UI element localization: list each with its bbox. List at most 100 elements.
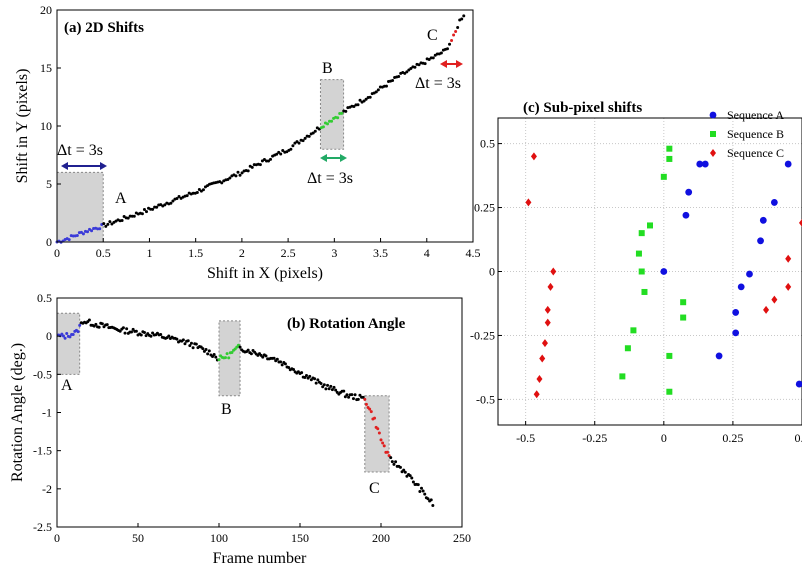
x-tick-label: 2.5: [281, 246, 296, 260]
data-point-diamond: [530, 152, 537, 161]
data-point-circle: [759, 216, 767, 224]
data-point: [142, 331, 146, 335]
data-point: [246, 169, 250, 173]
data-point: [460, 17, 464, 21]
y-tick-label: 0.5: [37, 291, 52, 305]
delta-t-label-b: Δt = 3s: [307, 170, 353, 187]
data-point: [398, 465, 402, 469]
data-point: [275, 357, 279, 361]
data-point: [405, 70, 409, 74]
legend-marker: [709, 111, 717, 119]
data-point-circle: [701, 160, 709, 168]
data-point: [125, 327, 129, 331]
data-point: [269, 157, 273, 161]
data-point: [272, 356, 276, 360]
data-point-diamond: [763, 305, 770, 314]
panel-b-rotation-angle: 0 50 100 150 200 250 0.5 0 -0.5 -1 -1.5 -2 -2.5 Frame…: [9, 291, 471, 567]
data-point: [123, 331, 127, 335]
data-point: [108, 220, 112, 224]
data-point: [67, 238, 71, 242]
data-point: [279, 152, 283, 156]
data-point: [227, 356, 231, 360]
data-point: [377, 431, 381, 435]
data-point: [385, 450, 389, 454]
y-tick-label: -1: [42, 406, 52, 420]
data-point-circle: [685, 188, 693, 196]
data-point: [321, 125, 325, 129]
data-point: [462, 14, 466, 18]
x-tick-label: 0.5: [795, 431, 802, 445]
x-tick-label: 50: [132, 531, 144, 545]
data-point: [87, 318, 91, 322]
data-point: [195, 190, 199, 194]
data-point: [330, 388, 334, 392]
data-point: [373, 416, 377, 420]
data-point: [63, 336, 67, 340]
data-point: [289, 147, 293, 151]
data-point: [65, 332, 69, 336]
data-point: [126, 216, 130, 220]
plot-frame: [56, 297, 463, 528]
label-a: A: [61, 377, 73, 394]
data-point: [177, 195, 181, 199]
data-point: [197, 188, 201, 192]
data-point: [61, 334, 65, 338]
legend-marker: [710, 149, 716, 157]
data-point: [191, 346, 195, 350]
data-point: [353, 393, 357, 397]
data-point: [336, 116, 340, 120]
data-point-diamond: [525, 198, 532, 207]
x-tick-label: -0.5: [516, 431, 535, 445]
data-point: [297, 141, 301, 145]
data-point-square: [635, 250, 642, 257]
data-point-diamond: [544, 305, 551, 314]
data-point: [452, 33, 456, 37]
data-point: [376, 427, 380, 431]
data-point: [361, 395, 365, 399]
data-point: [100, 322, 104, 326]
data-point: [134, 329, 138, 333]
x-tick-label: 0.5: [96, 246, 111, 260]
data-point: [258, 163, 262, 167]
data-point-diamond: [550, 267, 557, 276]
x-tick-label: 0: [54, 531, 60, 545]
data-point: [130, 330, 134, 334]
panel-title: (b) Rotation Angle: [287, 316, 406, 332]
data-point: [431, 56, 435, 60]
data-point-square: [666, 388, 673, 395]
data-point: [217, 358, 221, 362]
data-point: [104, 224, 108, 228]
data-point: [409, 67, 413, 71]
data-point: [201, 347, 205, 351]
data-point: [369, 410, 373, 414]
data-point-circle: [784, 160, 792, 168]
data-point-diamond: [785, 282, 792, 291]
data-point: [403, 470, 407, 474]
data-point: [356, 397, 360, 401]
data-point: [151, 331, 155, 335]
data-point: [427, 57, 431, 61]
data-point: [246, 348, 250, 352]
data-point: [81, 232, 85, 236]
data-point: [206, 352, 210, 356]
data-point: [225, 352, 229, 356]
data-point: [311, 131, 315, 135]
data-point: [374, 90, 378, 94]
data-point: [429, 498, 433, 502]
y-tick-label: 0.25: [474, 201, 495, 215]
x-tick-label: 3.5: [373, 246, 388, 260]
data-point-circle: [682, 211, 690, 219]
data-point-circle: [746, 270, 753, 278]
data-point: [264, 354, 268, 358]
data-point: [325, 122, 329, 126]
data-point: [189, 341, 193, 345]
data-point: [408, 474, 412, 478]
y-tick-label: 0: [46, 235, 52, 249]
panel-c-sub-pixel-shifts: -0.5 -0.25 0 0.25 0.5 0.5 0.25 0 -0.25 -0.5 (c) Su…: [470, 100, 802, 445]
x-tick-label: 1.5: [188, 246, 203, 260]
data-point: [279, 360, 283, 364]
data-point: [332, 385, 336, 389]
y-tick-label: -0.25: [470, 328, 495, 342]
data-point: [142, 208, 146, 212]
data-point-square: [666, 352, 673, 359]
